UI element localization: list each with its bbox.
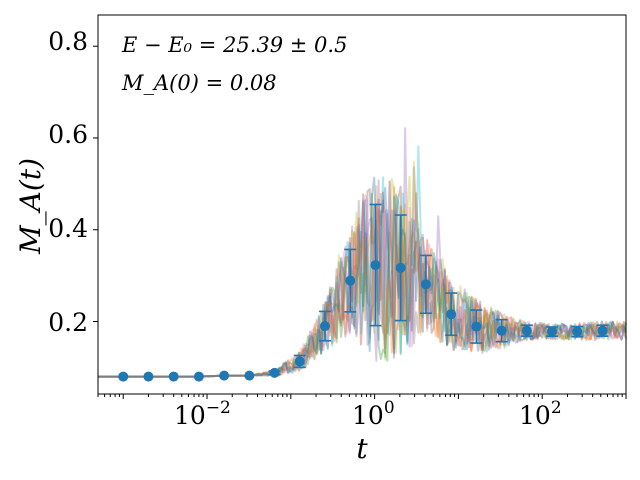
mean-point	[370, 260, 381, 271]
y-ticks	[93, 45, 98, 323]
x-tick-label-100: 102	[519, 398, 562, 430]
mean-point	[521, 325, 532, 336]
trajectory-line	[98, 127, 627, 378]
trajectory-line	[98, 180, 627, 378]
mean-point	[320, 321, 331, 332]
x-ticks	[97, 394, 627, 399]
y-tick-label-0.8: 0.8	[48, 27, 88, 56]
trajectory-line	[98, 192, 627, 378]
y-tick-label-0.4: 0.4	[48, 214, 88, 243]
initial-value-annotation: M_A(0) = 0.08	[121, 71, 277, 95]
mean-point	[597, 325, 608, 336]
mean-markers	[118, 260, 608, 382]
x-tick-label-0.01: 10−2	[174, 398, 231, 430]
x-axis-label: t	[356, 432, 368, 465]
mean-point	[446, 309, 457, 320]
mean-point	[471, 321, 482, 332]
trajectory-lines	[98, 127, 627, 378]
mean-point	[496, 325, 507, 336]
mean-point	[572, 326, 583, 337]
mean-point	[345, 275, 356, 286]
mean-point	[244, 370, 255, 381]
mean-point	[395, 262, 406, 273]
mean-point	[219, 370, 230, 381]
trajectory-line	[98, 185, 627, 378]
mean-point	[269, 367, 280, 378]
mean-point	[193, 371, 204, 382]
mean-point	[143, 371, 154, 382]
y-tick-label-0.6: 0.6	[48, 120, 88, 149]
trajectory-line	[98, 192, 627, 378]
mean-point	[420, 279, 431, 290]
mean-point	[294, 356, 305, 367]
trajectory-line	[98, 160, 627, 378]
mean-point	[547, 326, 558, 337]
trajectory-line	[98, 145, 627, 378]
trajectory-line	[98, 180, 627, 378]
energy-annotation: E − E₀ = 25.39 ± 0.5	[121, 33, 347, 57]
x-tick-label-1: 100	[352, 398, 395, 430]
trajectory-line	[98, 185, 627, 378]
trajectory-line	[98, 176, 627, 378]
mean-point	[168, 371, 179, 382]
y-tick-label-0.2: 0.2	[48, 308, 88, 337]
y-axis-label: M_A(t)	[14, 158, 47, 255]
mean-point	[118, 371, 129, 382]
